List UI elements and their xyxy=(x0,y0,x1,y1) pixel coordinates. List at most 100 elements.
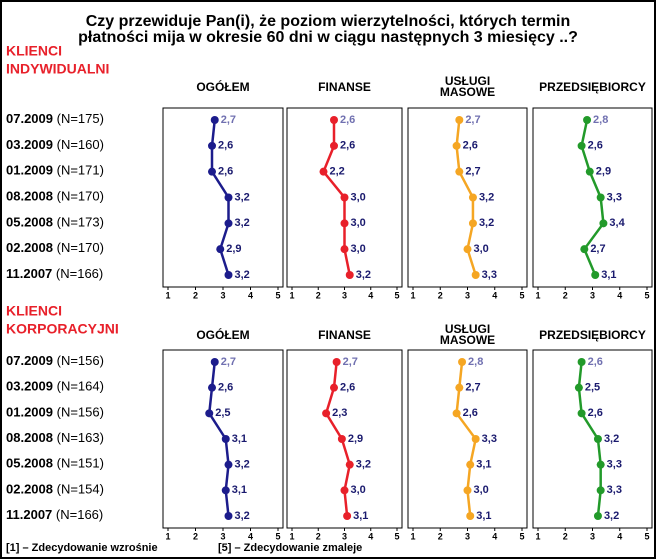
sample-size: (N=154) xyxy=(57,482,104,497)
value-label: 2,2 xyxy=(330,166,345,178)
x-tick-label: 4 xyxy=(492,531,497,541)
period: 05.2008 xyxy=(6,456,53,471)
period: 07.2009 xyxy=(6,111,53,126)
x-tick-label: 5 xyxy=(275,531,280,541)
value-label: 3,1 xyxy=(353,510,368,522)
x-tick-label: 4 xyxy=(617,531,622,541)
x-tick-label: 2 xyxy=(438,531,443,541)
point xyxy=(221,435,230,443)
row-label: 05.2008 (N=151) xyxy=(6,456,104,471)
sample-size: (N=170) xyxy=(57,241,104,256)
x-tick-label: 4 xyxy=(248,531,253,541)
period: 11.2007 xyxy=(6,266,52,281)
x-tick-label: 3 xyxy=(465,531,470,541)
value-label: 2,6 xyxy=(463,407,478,419)
period: 02.2008 xyxy=(6,241,53,256)
x-tick-label: 1 xyxy=(410,290,415,300)
row-label: 08.2008 (N=170) xyxy=(6,189,104,204)
value-label: 3,0 xyxy=(474,243,489,255)
panel-title: MASOWE xyxy=(440,85,495,99)
period: 03.2009 xyxy=(6,379,53,394)
title-line: płatności mija w okresie 60 dni w ciągu … xyxy=(78,29,578,46)
value-label: 2,8 xyxy=(593,114,608,126)
value-label: 3,2 xyxy=(235,191,250,203)
point xyxy=(466,460,475,469)
x-tick-label: 2 xyxy=(316,531,321,541)
section-label: KLIENCI xyxy=(6,43,62,59)
value-label: 2,7 xyxy=(465,166,480,178)
x-tick-label: 4 xyxy=(492,290,497,300)
value-label: 3,2 xyxy=(479,217,494,229)
value-label: 2,6 xyxy=(340,140,355,152)
point xyxy=(208,383,216,392)
sample-size: (N=164) xyxy=(57,379,104,394)
value-label: 2,3 xyxy=(332,407,347,419)
value-label: 3,1 xyxy=(232,484,247,496)
title-line: Czy przewiduje Pan(i), że poziom wierzyt… xyxy=(86,13,571,30)
value-label: 3,2 xyxy=(604,510,619,522)
note: [1] – Zdecydowanie wzrośnie xyxy=(6,542,158,554)
sample-size: (N=160) xyxy=(57,137,104,152)
value-label: 3,2 xyxy=(479,191,494,203)
x-tick-label: 5 xyxy=(275,290,280,300)
sample-size: (N=170) xyxy=(57,189,104,204)
point xyxy=(599,219,608,228)
point xyxy=(577,409,586,418)
x-tick-label: 1 xyxy=(289,531,294,541)
x-tick-label: 3 xyxy=(220,290,225,300)
point xyxy=(574,383,583,392)
row-label: 02.2008 (N=154) xyxy=(6,482,104,497)
x-tick-label: 2 xyxy=(193,290,198,300)
value-label: 2,7 xyxy=(465,382,480,394)
value-label: 2,7 xyxy=(221,356,236,368)
panel-box xyxy=(532,107,653,288)
row-label: 02.2008 (N=170) xyxy=(6,241,104,256)
point xyxy=(345,271,354,279)
value-label: 2,6 xyxy=(588,407,603,419)
point xyxy=(577,141,586,150)
row-label: 01.2009 (N=156) xyxy=(6,405,104,420)
point xyxy=(343,512,352,520)
value-label: 2,9 xyxy=(348,433,363,445)
x-tick-label: 3 xyxy=(590,531,595,541)
row-label: 03.2009 (N=164) xyxy=(6,379,104,394)
point xyxy=(330,141,338,150)
point xyxy=(319,167,328,176)
x-tick-label: 3 xyxy=(342,531,347,541)
value-label: 2,6 xyxy=(340,114,355,126)
value-label: 2,6 xyxy=(218,140,233,152)
point xyxy=(224,460,233,469)
point xyxy=(210,116,219,124)
x-tick-label: 2 xyxy=(438,290,443,300)
row-label: 05.2008 (N=173) xyxy=(6,215,104,230)
point xyxy=(205,409,214,418)
panel-box xyxy=(407,107,528,288)
x-tick-label: 5 xyxy=(519,531,524,541)
value-label: 3,0 xyxy=(351,191,366,203)
panel-title: OGÓŁEM xyxy=(196,327,249,342)
point xyxy=(596,460,605,469)
point xyxy=(583,116,592,124)
value-label: 3,0 xyxy=(351,217,366,229)
point xyxy=(221,486,230,495)
value-label: 3,1 xyxy=(232,433,247,445)
point xyxy=(340,486,349,495)
value-label: 2,9 xyxy=(596,166,611,178)
x-tick-label: 3 xyxy=(342,290,347,300)
x-tick-label: 2 xyxy=(563,531,568,541)
panel-title: USŁUGI xyxy=(445,74,490,88)
panel-title: FINANSE xyxy=(318,328,371,342)
period: 03.2009 xyxy=(6,137,53,152)
value-label: 3,0 xyxy=(351,484,366,496)
point xyxy=(471,271,480,279)
point xyxy=(224,193,233,202)
value-label: 3,3 xyxy=(607,484,622,496)
point xyxy=(585,167,594,176)
x-tick-label: 1 xyxy=(410,531,415,541)
value-label: 2,9 xyxy=(226,243,241,255)
period: 11.2007 xyxy=(6,507,52,522)
value-label: 2,5 xyxy=(215,407,230,419)
panel-title: PRZEDSIĘBIORCY xyxy=(539,328,646,342)
point xyxy=(224,512,233,520)
